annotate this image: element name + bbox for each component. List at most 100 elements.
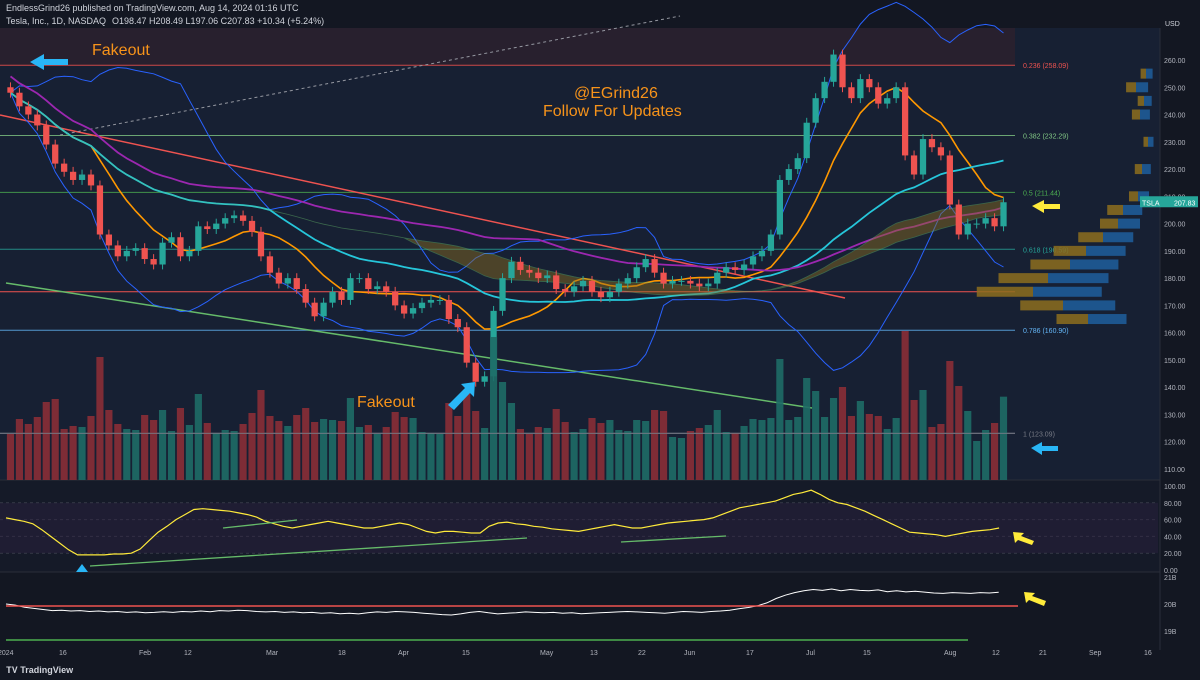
candle-body [213,223,220,230]
x-tick-label: Jun [684,650,695,657]
rsi-tick-label: 0.00 [1164,568,1178,575]
volume-bar [445,403,453,480]
volume-bar [651,410,659,480]
volume-bar [570,432,578,480]
candle-body [633,267,640,279]
x-tick-label: Apr [398,650,410,657]
volume-bar [427,433,435,480]
volume-profile-bar [1063,300,1116,311]
volume-bar [668,437,677,480]
price-tick-label: 200.00 [1164,222,1186,229]
volume-profile-bar [1143,136,1148,147]
x-tick-label: 15 [863,650,871,657]
candle-body [526,269,533,273]
volume-bar [78,427,86,480]
volume-bar [776,359,784,480]
volume-bar [33,417,41,480]
candle-body [946,155,953,205]
x-tick-label: May [540,650,554,657]
candle-body [705,283,712,287]
x-tick-label: 22 [638,650,646,657]
x-tick-label: 12 [992,650,1000,657]
volume-bar [463,390,471,480]
volume-bar [964,411,972,480]
volume-bar [901,331,909,480]
candle-body [937,147,945,156]
candle-body [231,215,238,219]
volume-bar [311,422,319,480]
volume-bar [472,411,480,480]
candle-body [884,98,891,104]
volume-bar [346,398,355,480]
price-tick-label: 230.00 [1164,140,1186,147]
volume-profile-bar [1033,286,1102,297]
x-tick-label: 21 [1039,650,1047,657]
volume-bar [606,420,614,480]
volume-bar [794,417,802,480]
trendline-lower [5,282,813,409]
candle-body [302,289,309,303]
volume-profile-bar [1020,300,1063,311]
lower-tick-label: 20B [1164,602,1177,609]
volume-bar [364,425,372,480]
lower-pane-bg [0,572,1160,644]
last-price-label: 207.83 [1174,200,1196,207]
volume-bar [24,424,32,480]
volume-bar [132,430,140,480]
volume-bar [767,418,775,480]
volume-bar [105,410,113,480]
volume-profile-bar [1070,259,1119,270]
rsi-tick-label: 60.00 [1164,518,1182,525]
volume-bar [498,382,507,480]
x-tick-label: 18 [338,650,346,657]
candle-body [517,261,524,270]
volume-bar [999,396,1008,480]
volume-bar [686,431,694,480]
price-tick-label: 250.00 [1164,85,1186,92]
volume-bar [391,412,399,480]
candle-body [257,231,265,257]
candle-body [320,302,327,317]
x-tick-label: Mar [266,650,279,657]
candle-body [794,158,801,170]
axes: 260.00 250.00 240.00 230.00 220.00 21 0.00 200.… [0,21,1198,657]
volume-bar [158,410,167,480]
volume-bar [221,430,229,480]
volume-profile-bar [1140,109,1150,120]
volume-bar [6,434,15,480]
x-tick-label: Sep [1089,650,1102,657]
price-pane-bg [0,28,1160,480]
volume-profile-bar [1053,245,1086,256]
volume-bar [713,410,721,480]
ma-purple [9,75,1004,272]
volume-bar [534,427,542,480]
candle-body [678,280,685,282]
candle-body [52,144,59,164]
candle-body [338,291,345,300]
volume-bar [436,434,444,480]
volume-profile-bar [1137,95,1144,106]
volume-series [0,68,1154,480]
lower-indicator-line [5,588,999,616]
lower-indicator-pane: 21B 20B 19B [5,575,1177,641]
candle-body [901,87,909,156]
volume-bar [320,419,328,480]
volume-bar [722,432,730,480]
volume-bar [337,421,346,480]
symbol-line[interactable]: Tesla, Inc., 1D, NASDAQ [6,16,107,26]
candle-body [696,283,703,287]
candle-body [472,362,479,382]
candle-body [660,272,667,284]
volume-bar [382,427,390,480]
candle-body [96,185,104,235]
volume-bar [15,419,23,480]
volume-profile-bar [1118,218,1140,229]
candle-body [248,220,256,232]
volume-bar [230,431,238,480]
volume-bar [937,424,945,480]
volume-bar [865,414,873,480]
volume-bar [821,417,829,480]
fakeout-bottom-label: Fakeout [357,394,415,411]
last-price-tag [1140,196,1198,208]
